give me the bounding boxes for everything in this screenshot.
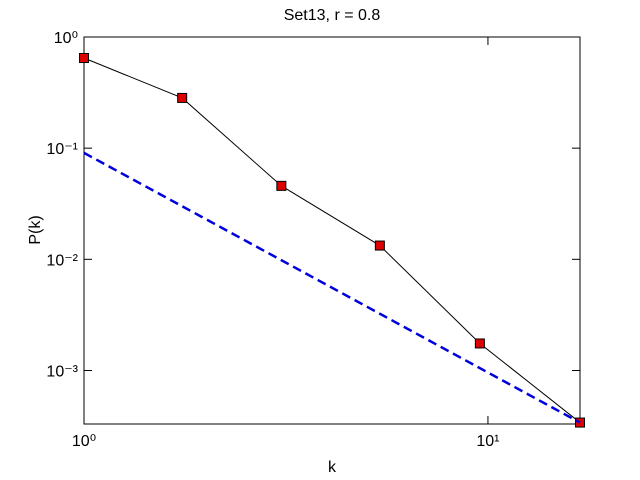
plot-frame — [83, 36, 581, 425]
marker — [276, 180, 287, 191]
y-tick-label: 10⁻² — [46, 252, 78, 269]
series-line — [83, 151, 581, 424]
series-line — [83, 57, 581, 423]
marker — [474, 338, 485, 349]
marker — [177, 92, 188, 103]
y-axis-label: P(k) — [27, 215, 44, 244]
x-tick-label: 10⁰ — [72, 433, 96, 450]
marker — [79, 53, 89, 64]
x-axis-label: k — [328, 459, 337, 476]
x-tick-label: 10¹ — [476, 433, 499, 450]
y-tick-label: 10⁰ — [54, 30, 78, 47]
y-tick-label: 10⁻³ — [46, 363, 78, 380]
y-tick-label: 10⁻¹ — [46, 141, 78, 158]
chart-title: Set13, r = 0.8 — [284, 7, 381, 24]
marker — [374, 240, 385, 251]
